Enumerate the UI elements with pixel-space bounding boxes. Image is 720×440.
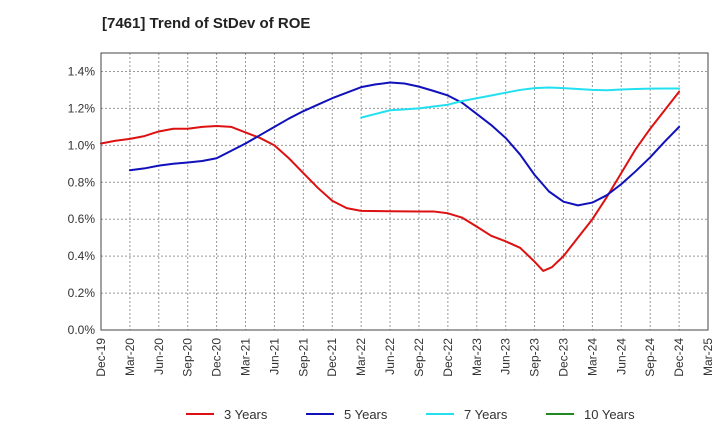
series-line-5-years	[128, 81, 681, 207]
y-tick-label: 0.6%	[68, 212, 96, 226]
x-tick-label: Mar-25	[701, 338, 715, 376]
legend: 3 Years 5 Years 7 Years 10 Years	[186, 407, 635, 422]
y-tick-label: 1.0%	[68, 138, 96, 152]
x-tick-label: Dec-23	[556, 338, 570, 377]
x-tick-label: Dec-20	[210, 338, 224, 377]
x-tick-label: Jun-23	[499, 338, 513, 375]
y-axis-ticks: 0.0% 0.2% 0.4% 0.6% 0.8% 1.0% 1.2% 1.4%	[68, 64, 96, 337]
x-tick-label: Mar-21	[239, 338, 253, 376]
x-tick-label: Dec-21	[325, 338, 339, 377]
x-tick-label: Sep-23	[528, 338, 542, 377]
grid-lines	[101, 53, 708, 330]
y-tick-label: 0.0%	[68, 323, 96, 337]
y-tick-label: 1.2%	[68, 101, 96, 115]
x-tick-label: Dec-19	[94, 338, 108, 377]
plot-frame	[100, 52, 709, 331]
x-tick-label: Sep-24	[643, 338, 657, 377]
x-tick-label: Mar-20	[123, 338, 137, 376]
x-tick-label: Sep-20	[181, 338, 195, 377]
x-tick-label: Sep-21	[296, 338, 310, 377]
x-tick-label: Mar-23	[470, 338, 484, 376]
legend-label-3-years: 3 Years	[224, 407, 268, 422]
x-tick-label: Mar-24	[585, 338, 599, 376]
x-tick-label: Jun-24	[614, 338, 628, 375]
chart-title: [7461] Trend of StDev of ROE	[102, 15, 310, 32]
y-tick-label: 1.4%	[68, 64, 96, 78]
legend-label-10-years: 10 Years	[584, 407, 635, 422]
x-tick-label: Sep-22	[412, 338, 426, 377]
series-line-3-years	[100, 90, 681, 272]
series-line-7-years	[360, 86, 681, 119]
y-tick-label: 0.4%	[68, 249, 96, 263]
y-tick-label: 0.8%	[68, 175, 96, 189]
x-tick-label: Jun-21	[267, 338, 281, 375]
x-axis-ticks: Dec-19 Mar-20 Jun-20 Sep-20 Dec-20 Mar-21 Jun-…	[94, 338, 715, 377]
x-tick-label: Mar-22	[354, 338, 368, 376]
series-lines	[100, 81, 681, 272]
legend-label-5-years: 5 Years	[344, 407, 388, 422]
x-tick-label: Dec-22	[441, 338, 455, 377]
legend-label-7-years: 7 Years	[464, 407, 508, 422]
x-tick-label: Jun-20	[152, 338, 166, 375]
y-tick-label: 0.2%	[68, 286, 96, 300]
x-tick-label: Jun-22	[383, 338, 397, 375]
x-tick-label: Dec-24	[672, 338, 686, 377]
